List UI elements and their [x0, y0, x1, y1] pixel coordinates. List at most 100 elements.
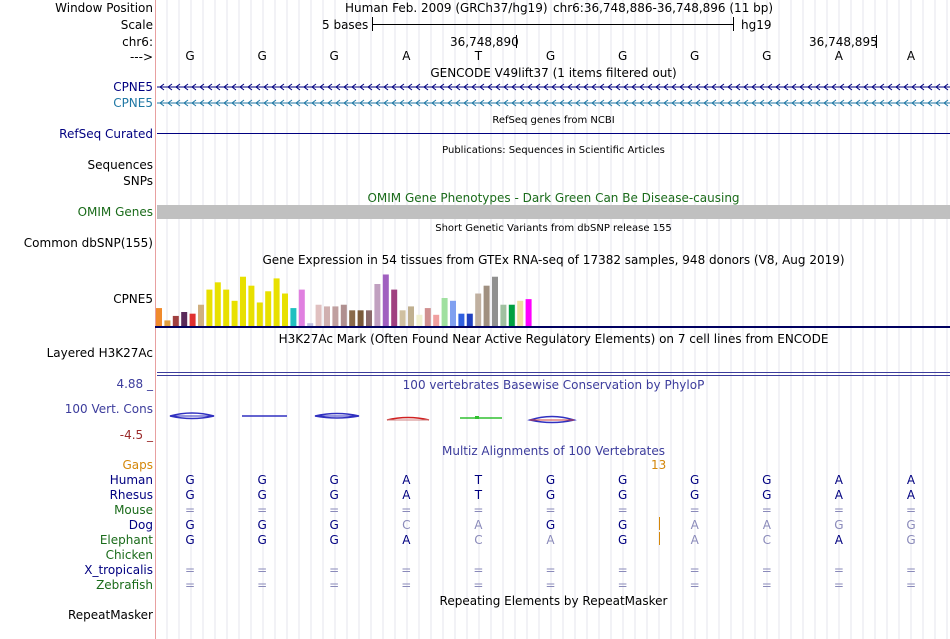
- strand-chevron: [623, 99, 629, 107]
- multiz-species-label[interactable]: Chicken: [105, 548, 153, 562]
- gtex-tissue-bar[interactable]: [408, 306, 414, 326]
- strand-chevron: [551, 99, 557, 107]
- gtex-tissue-bar[interactable]: [223, 289, 230, 326]
- strand-chevron: [799, 99, 805, 107]
- gtex-tissue-bar[interactable]: [340, 304, 347, 326]
- cpne5-gencode-label[interactable]: CPNE5: [113, 80, 153, 94]
- strand-chevron: [751, 99, 757, 107]
- strand-chevron: [583, 83, 589, 91]
- gtex-tissue-bar[interactable]: [273, 278, 280, 326]
- assembly-text: Human Feb. 2009 (GRCh37/hg19): [345, 1, 548, 15]
- gtex-tissue-bar[interactable]: [458, 313, 465, 326]
- strand-chevron: [279, 83, 285, 91]
- phylop-conservation-plot[interactable]: [157, 406, 950, 430]
- multiz-species-label[interactable]: Dog: [128, 518, 153, 532]
- gtex-tissue-bar[interactable]: [324, 306, 330, 326]
- gtex-tissue-bar[interactable]: [298, 289, 305, 326]
- gtex-tissue-bar[interactable]: [492, 276, 498, 326]
- gtex-tissue-bar[interactable]: [416, 314, 423, 326]
- gtex-tissue-bar[interactable]: [441, 298, 448, 326]
- repeatmasker-label[interactable]: RepeatMasker: [67, 608, 153, 622]
- gtex-tissue-bar[interactable]: [517, 300, 524, 326]
- multiz-base: =: [257, 578, 268, 592]
- gtex-tissue-bar[interactable]: [214, 282, 221, 326]
- strand-chevron: [495, 99, 501, 107]
- label-separator: [155, 0, 156, 639]
- multiz-species-label[interactable]: Mouse: [114, 503, 153, 517]
- strand-chevron: [695, 99, 701, 107]
- gtex-expression-chart[interactable]: [155, 268, 950, 330]
- phylop-track-title: 100 vertebrates Basewise Conservation by…: [402, 378, 705, 392]
- gtex-tissue-bar[interactable]: [391, 289, 398, 326]
- multiz-species-label[interactable]: X_tropicalis: [84, 563, 153, 577]
- gtex-tissue-bar[interactable]: [307, 323, 314, 326]
- snps-label[interactable]: SNPs: [123, 174, 153, 188]
- gtex-tissue-bar[interactable]: [525, 299, 532, 326]
- multiz-base: A: [834, 533, 843, 547]
- gtex-tissue-bar[interactable]: [282, 293, 288, 326]
- gtex-gene-label[interactable]: CPNE5: [113, 292, 153, 306]
- multiz-base: =: [905, 503, 917, 517]
- strand-chevron: [199, 99, 205, 107]
- strand-chevron: [335, 99, 341, 107]
- strand-chevron: [767, 83, 773, 91]
- gtex-tissue-bar[interactable]: [399, 310, 406, 326]
- strand-chevron: [231, 99, 237, 107]
- gtex-tissue-bar[interactable]: [248, 285, 255, 326]
- gtex-tissue-bar[interactable]: [240, 276, 246, 326]
- dbsnp-label[interactable]: Common dbSNP(155): [23, 236, 153, 250]
- omim-label[interactable]: OMIM Genes: [77, 205, 153, 219]
- cons-label[interactable]: 100 Vert. Cons: [64, 402, 153, 416]
- gtex-tissue-bar[interactable]: [198, 304, 204, 326]
- gtex-tissue-bar[interactable]: [466, 313, 473, 326]
- cpne5-gene-model-1[interactable]: [157, 81, 950, 93]
- strand-chevron: [879, 83, 885, 91]
- gtex-tissue-bar[interactable]: [366, 310, 372, 326]
- gtex-tissue-bar[interactable]: [374, 284, 381, 326]
- gtex-tissue-bar[interactable]: [357, 310, 364, 326]
- gtex-tissue-bar[interactable]: [483, 285, 490, 326]
- h3k27ac-baseline-2: [157, 375, 950, 376]
- gtex-tissue-bar[interactable]: [189, 313, 196, 326]
- omim-feature-bar[interactable]: [157, 205, 950, 219]
- gaps-label[interactable]: Gaps: [122, 458, 153, 472]
- omim-track-title: OMIM Gene Phenotypes - Dark Green Can Be…: [367, 191, 740, 205]
- gtex-tissue-bar[interactable]: [424, 308, 431, 326]
- gtex-tissue-bar[interactable]: [256, 302, 263, 326]
- gtex-tissue-bar[interactable]: [315, 304, 322, 326]
- gtex-tissue-bar[interactable]: [349, 310, 356, 326]
- gtex-tissue-bar[interactable]: [500, 304, 507, 326]
- cpne5-gencode-label-2[interactable]: CPNE5: [113, 96, 153, 110]
- multiz-base: G: [617, 473, 628, 487]
- gtex-tissue-bar[interactable]: [265, 291, 272, 326]
- gtex-tissue-bar[interactable]: [433, 314, 440, 326]
- gtex-tissue-bar[interactable]: [231, 300, 238, 326]
- gtex-tissue-bar[interactable]: [181, 312, 188, 326]
- gtex-tissue-bar[interactable]: [382, 274, 389, 326]
- multiz-species-label[interactable]: Rhesus: [109, 488, 153, 502]
- strand-chevron: [351, 99, 357, 107]
- gtex-tissue-bar[interactable]: [156, 308, 162, 326]
- multiz-species-label[interactable]: Zebrafish: [96, 578, 153, 592]
- gtex-tissue-bar[interactable]: [172, 315, 179, 326]
- multiz-species-label[interactable]: Elephant: [99, 533, 153, 547]
- gtex-tissue-bar[interactable]: [508, 304, 515, 326]
- sequences-label[interactable]: Sequences: [87, 158, 153, 172]
- strand-chevron: [511, 83, 517, 91]
- refseq-label[interactable]: RefSeq Curated: [59, 127, 153, 141]
- refseq-gene-line[interactable]: [157, 133, 950, 134]
- strand-chevron: [455, 83, 461, 91]
- strand-chevron: [655, 83, 661, 91]
- strand-chevron: [879, 99, 885, 107]
- gtex-tissue-bar[interactable]: [332, 306, 339, 326]
- gtex-tissue-bar[interactable]: [206, 289, 213, 326]
- gtex-tissue-bar[interactable]: [475, 293, 482, 326]
- multiz-base: G: [329, 518, 339, 532]
- cpne5-gene-model-2[interactable]: [157, 97, 950, 109]
- h3k27ac-label[interactable]: Layered H3K27Ac: [46, 346, 153, 360]
- multiz-species-label[interactable]: Human: [109, 473, 153, 487]
- gtex-tissue-bar[interactable]: [450, 300, 456, 326]
- gtex-tissue-bar[interactable]: [164, 320, 171, 326]
- gtex-tissue-bar[interactable]: [290, 308, 297, 326]
